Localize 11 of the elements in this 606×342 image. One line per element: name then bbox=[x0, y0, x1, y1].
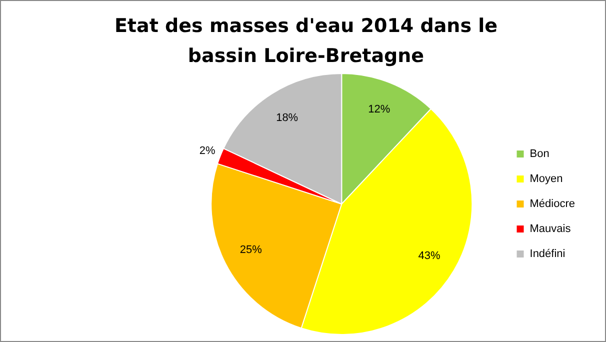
data-label: 25% bbox=[240, 244, 262, 256]
data-label: 12% bbox=[368, 103, 390, 116]
data-label: 2% bbox=[199, 144, 216, 157]
legend-label: Mauvais bbox=[530, 223, 572, 236]
legend-label: Indéfini bbox=[530, 248, 566, 260]
legend-label: Moyen bbox=[530, 173, 563, 186]
data-label: 43% bbox=[418, 250, 440, 262]
data-label: 18% bbox=[276, 112, 298, 124]
legend-label: Bon bbox=[530, 148, 550, 160]
chart-title: Etat des masses d'eau 2014 dans le bassin Loire-Bretagne bbox=[113, 14, 499, 69]
legend-label: Médiocre bbox=[530, 198, 576, 210]
